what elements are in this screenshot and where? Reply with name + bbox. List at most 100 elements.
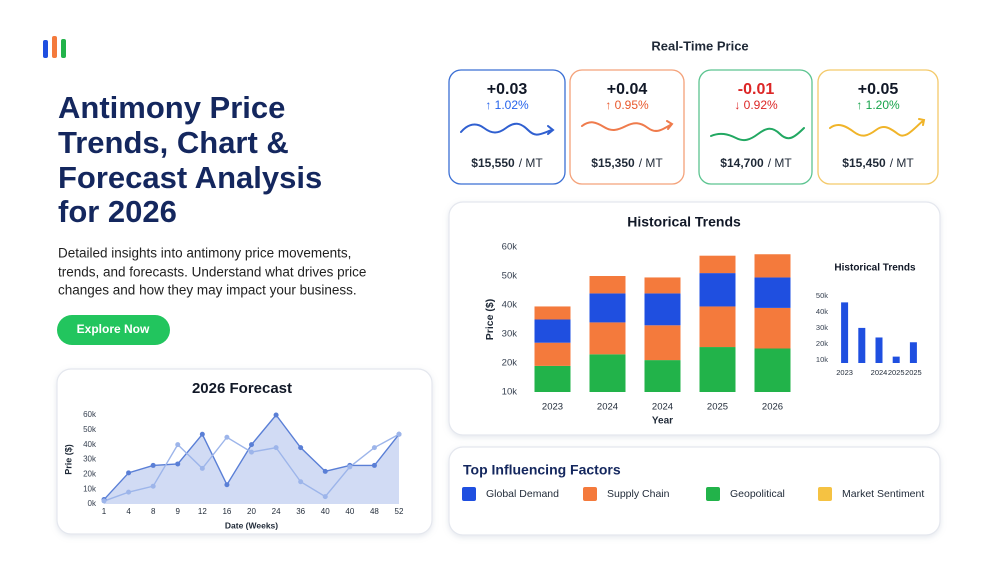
sparkline [460,122,555,136]
price-percent: ↑ 1.20% [856,98,900,112]
y-tick-label: 20k [502,358,518,369]
y-axis-title: Price ($) [484,299,496,340]
chart-title: 2026 Forecast [192,380,292,397]
bar-segment [644,277,681,294]
price-unit: / MT [768,156,793,170]
mini-chart: Historical Trends 10k 20k 30k 40k 50k 2023 2024… [816,263,922,377]
y-tick-label: 30k [816,323,828,332]
point [224,482,230,488]
factors-list: Global Demand Supply Chain Geopolitical Mar… [462,487,924,501]
bar [841,302,849,363]
y-tick-label: 40k [83,440,97,449]
bar-segment [644,360,681,392]
bar-segment [754,307,791,349]
point [298,445,304,451]
forecast-chart: 2026 Forecast 0k 10k 20k 30k 40k 50k 60k Prie ($… [63,380,404,530]
x-tick-label: 40 [345,507,354,516]
point [224,434,230,440]
price-value: $14,700 [720,156,764,170]
point [273,445,279,451]
bar-segment [589,322,626,355]
point [126,470,132,476]
title-line: Antimony Price [58,90,285,125]
chart-title: Historical Trends [834,263,916,274]
y-tick-label: 20k [83,469,97,478]
x-tick-label: 2023 [836,368,853,377]
y-tick-label: 50k [502,271,518,282]
x-tick-label: 20 [247,507,256,516]
sparkline [829,118,926,137]
point [249,449,254,455]
x-tick-label: 2024 [652,402,673,413]
point [175,461,181,467]
point [298,479,304,485]
price-percent: ↑ 0.95% [605,98,649,112]
x-tick-label: 12 [198,507,207,516]
factor-swatch [706,487,720,501]
price-text: $14,700 / MT [720,156,792,170]
point [371,445,377,451]
bar-segment [699,255,736,274]
title-line: Forecast Analysis [58,160,322,195]
bar-segment [644,325,681,361]
logo [43,36,66,58]
historical-card [448,201,941,436]
x-tick-label: 40 [321,507,330,516]
factor-swatch [462,487,476,501]
factor-label: Global Demand [486,488,559,500]
point [249,442,254,448]
price-unit: / MT [890,156,915,170]
bar [909,342,917,363]
price-change: +0.04 [607,81,648,98]
description-line: changes and how they may impact your bus… [58,283,357,298]
price-percent: ↓ 0.92% [734,98,778,112]
explore-button[interactable]: Explore Now [57,315,170,345]
point [150,462,156,468]
price-unit: / MT [519,156,544,170]
x-tick-label: 2025 [888,368,905,377]
x-tick-label: 24 [272,507,281,516]
button-label[interactable]: Explore Now [77,322,150,336]
y-tick-label: 20k [816,339,828,348]
price-value: $15,350 [591,156,635,170]
point [322,468,328,474]
point [199,431,205,437]
sparkline [710,127,805,142]
y-tick-label: 30k [83,455,97,464]
bar-segment [589,354,626,392]
price-value: $15,450 [842,156,886,170]
point [150,483,156,489]
button-bg[interactable] [57,315,170,345]
x-tick-label: 36 [296,507,305,516]
bar-segment [754,348,791,392]
bar-segment [754,254,791,278]
bar-segment [754,277,791,308]
x-tick-label: 2025 [707,402,728,413]
point [273,412,279,418]
bar [858,327,866,363]
historical-chart: Historical Trends 10k 20k 30k 40k 50k 60k Price… [484,214,791,427]
y-tick-label: 50k [83,425,97,434]
x-tick-label: 2026 [762,402,783,413]
point [371,462,377,468]
title-line: Trends, Chart & [58,125,289,160]
factors-title: Top Influencing Factors [463,462,621,478]
x-axis-title: Date (Weeks) [225,520,278,530]
bar-segment [534,306,571,320]
forecast-card [56,368,433,535]
price-card [569,69,685,185]
y-tick-label: 50k [816,291,828,300]
price-percent: ↑ 1.02% [485,98,529,112]
factor-swatch [818,487,832,501]
chart-title: Historical Trends [627,214,741,230]
y-tick-label: 10k [83,484,97,493]
y-axis-title: Prie ($) [63,444,73,475]
y-tick-label: 0k [88,499,97,508]
bar-segment [534,319,571,343]
factors-card [448,446,941,536]
bar [875,337,883,363]
price-value: $15,550 [471,156,515,170]
x-tick-label: 2024 [871,368,888,377]
realtime-title: Real-Time Price [651,38,748,53]
bar-segment [534,365,571,392]
